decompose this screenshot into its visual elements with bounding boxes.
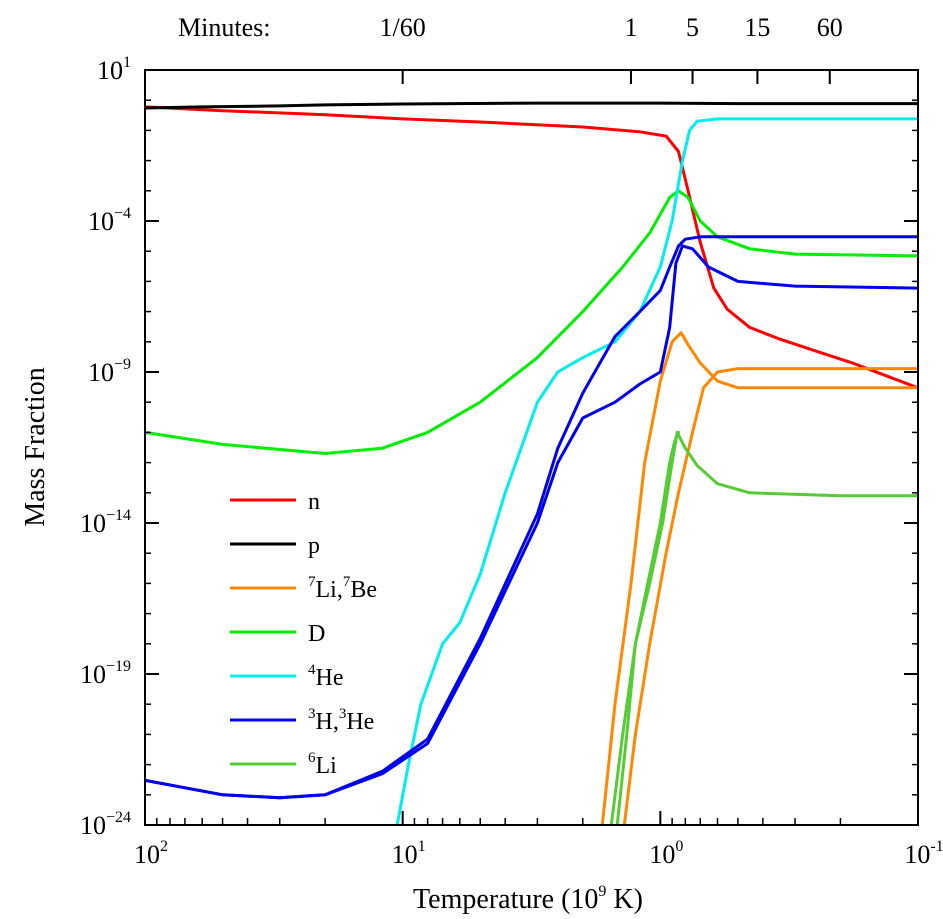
y-axis-title: Mass Fraction: [20, 367, 51, 526]
legend-entry-label: 7Li,7Be: [308, 574, 377, 603]
series-line-6lib: [609, 430, 680, 825]
legend: np 7Li,7Be D 4He 3H,3He 6Li: [230, 489, 377, 779]
series-line-d: [145, 189, 918, 455]
ticks-layer: [144, 69, 919, 826]
x-tick-label: 101: [392, 838, 426, 869]
legend-entry-label: n: [308, 489, 320, 515]
top-axis-label: Minutes:: [178, 13, 270, 42]
top-axis-tick-label: 1: [624, 13, 637, 42]
series-line-n: [145, 105, 918, 390]
legend-entry-label: D: [308, 621, 325, 647]
y-tick-label: 10−24: [80, 809, 131, 840]
top-axis-tick-label: 5: [686, 13, 699, 42]
series-line-7be: [622, 367, 918, 825]
labels-layer: 102 101 100 10-1 101 10−4 10−9 10−14 10−19 10−24 1…: [80, 13, 943, 869]
legend-entry-label: 4He: [308, 662, 343, 691]
series-line-p: [145, 101, 918, 110]
y-tick-label: 10−4: [88, 205, 131, 236]
y-tick-label: 10−19: [80, 658, 131, 689]
y-tick-label: 101: [97, 54, 131, 85]
series-layer: [145, 101, 918, 825]
plot-frame: [144, 69, 919, 826]
series-line-7li7be: [600, 331, 918, 825]
top-axis-tick-label: 1/60: [380, 13, 426, 42]
x-tick-label: 100: [649, 838, 683, 869]
top-axis-tick-label: 15: [744, 13, 770, 42]
x-tick-label: 10-1: [904, 838, 943, 869]
x-tick-label: 102: [134, 838, 168, 869]
series-line-3he: [145, 235, 918, 800]
top-axis-tick-label: 60: [817, 13, 843, 42]
y-tick-label: 10−9: [88, 356, 131, 387]
y-tick-label: 10−14: [80, 507, 131, 538]
legend-entry-label: 3H,3He: [308, 706, 374, 735]
legend-entry-label: 6Li: [308, 750, 337, 779]
legend-entry-label: p: [308, 533, 320, 559]
x-axis-title: Temperature (109 K): [413, 883, 643, 915]
series-line-4he: [395, 117, 918, 825]
